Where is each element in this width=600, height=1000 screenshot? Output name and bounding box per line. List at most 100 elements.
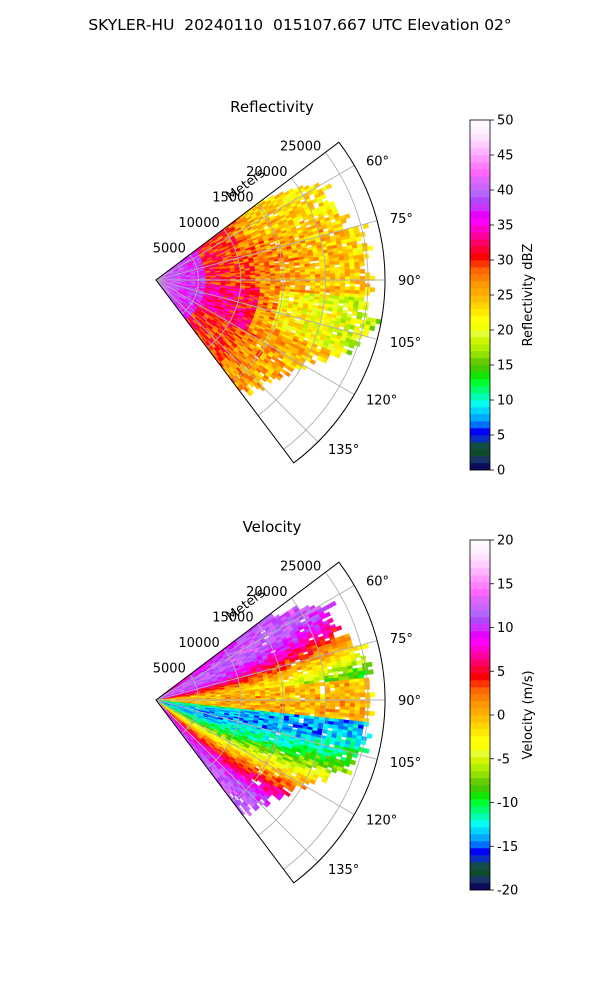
colorbar-segment [470,141,490,149]
colorbar-segment [470,239,490,247]
colorbar-segment [470,358,490,366]
colorbar-segment [470,344,490,352]
echo-cell [369,325,376,332]
echo-cell [337,666,344,672]
echo-cell [313,299,320,304]
figure-suptitle: SKYLER-HU 20240110 015107.667 UTC Elevat… [88,16,512,34]
colorbar-segment [470,456,490,464]
echo-cell [346,349,353,356]
echo-cell [343,302,349,308]
colorbar-segment [470,428,490,436]
colorbar-segment [470,232,490,240]
colorbar-segment [470,148,490,156]
velocity-panel: Velocity60°75°90°105°120°135°50001000015… [153,518,536,899]
echo-cell [283,258,290,263]
colorbar-segment [470,323,490,331]
echo-cell [313,182,321,189]
colorbar-segment [470,211,490,219]
colorbar-segment [470,190,490,198]
echo-cell [359,261,365,267]
echo-cell [359,692,366,698]
echo-cell [355,318,362,325]
colorbar-segment [470,260,490,268]
colorbar-segment [470,449,490,457]
colorbar-segment [470,372,490,380]
echo-cell [357,304,364,310]
colorbar-segment [470,442,490,450]
azimuth-tick-label: 105° [390,336,421,351]
echo-cell [369,692,376,697]
echo-cell [344,279,351,285]
colorbar-segment [470,309,490,317]
colorbar-segment [470,162,490,170]
colorbar-segment [470,337,490,345]
colorbar-segment [470,421,490,429]
azimuth-tick-label: 90° [398,274,421,289]
echo-cell [359,268,366,274]
colorbar-segment [470,379,490,387]
colorbar-tick-label: 40 [497,184,514,199]
colorbar-segment [470,134,490,142]
colorbar-segment [470,183,490,191]
colorbar-tick-label: 45 [497,149,514,164]
echo-cell [335,625,343,632]
colorbar-segment [470,351,490,359]
colorbar-tick-label: 35 [497,219,514,234]
colorbar-tick-label: 10 [497,394,514,409]
colorbar-tick-label: 50 [497,114,514,129]
colorbar-segment [470,330,490,338]
reflectivity-panel: Reflectivity60°75°90°105°120°135°5000100… [153,98,536,479]
echo-cell [347,306,354,312]
colorbar-segment [470,120,490,128]
range-tick-label: 5000 [153,241,186,256]
echo-cell [327,307,334,312]
echo-cell [367,245,374,252]
echo-cell [313,256,320,262]
colorbar-segment [470,302,490,310]
echo-cell [283,676,290,681]
echo-cell [334,702,341,708]
echo-cell [366,661,373,668]
echo-cell [289,293,295,298]
azimuth-tick-label: 75° [390,212,413,227]
colorbar-tick-label: 30 [497,254,514,269]
echo-cell [308,257,315,262]
colorbar-segment [470,204,490,212]
echo-cell [325,183,333,190]
colorbar-tick-label: 5 [497,429,505,444]
echo-cell [369,287,376,293]
colorbar-segment [470,225,490,233]
azimuth-tick-label: 135° [328,443,359,458]
colorbar-segment [470,463,490,471]
echo-cell [333,260,340,266]
colorbar-segment [470,274,490,282]
echo-cell [364,703,371,709]
echo-cell [300,694,306,699]
range-tick-label: 25000 [280,139,321,154]
colorbar-segment [470,253,490,261]
colorbar-tick-label: 15 [497,359,514,374]
echo-cell [304,282,311,287]
echo-cell [351,660,358,667]
colorbar-segment [470,365,490,373]
panel-title: Reflectivity [230,98,314,116]
colorbar-segment [470,435,490,443]
echo-cell [319,193,327,200]
colorbar-segment [470,127,490,135]
colorbar-segment [470,393,490,401]
colorbar-segment [470,246,490,254]
colorbar-segment [470,414,490,422]
panel-title: Velocity [243,518,302,536]
echo-cell [327,668,334,674]
echo-cell [318,676,325,681]
colorbar-tick-label: 0 [497,464,505,479]
colorbar-segment [470,288,490,296]
colorbar-label: Reflectivity dBZ [521,244,536,347]
range-tick-label: 10000 [178,216,219,231]
echo-cell [354,652,361,659]
colorbar-segment [470,155,490,163]
colorbar-segment [470,218,490,226]
colorbar-segment [470,197,490,205]
echo-cell [329,684,336,689]
